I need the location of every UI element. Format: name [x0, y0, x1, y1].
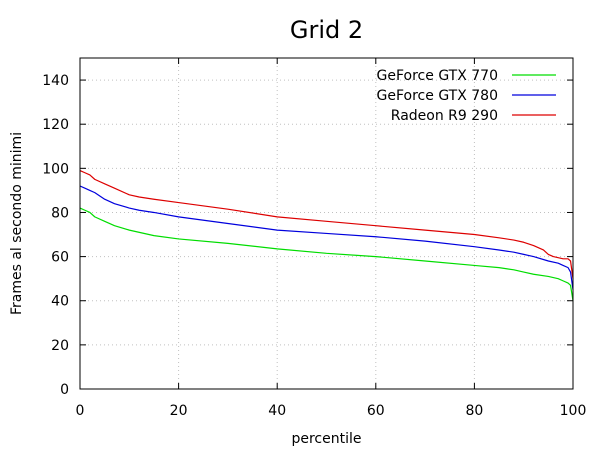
y-tick-label: 40 — [51, 294, 69, 310]
x-tick-label: 80 — [465, 403, 483, 419]
y-tick-label: 140 — [42, 73, 69, 89]
y-tick-label: 20 — [51, 338, 69, 354]
x-tick-label: 40 — [268, 403, 286, 419]
legend-label-0: GeForce GTX 770 — [377, 68, 498, 84]
series-group — [79, 169, 574, 301]
x-axis-title: percentile — [291, 431, 361, 447]
y-tick-label: 80 — [51, 205, 69, 221]
series-line-0 — [79, 207, 574, 301]
plot-frame — [79, 57, 574, 390]
legend-label-2: Radeon R9 290 — [391, 108, 498, 124]
series-line-2 — [79, 169, 574, 279]
y-tick-label: 0 — [60, 382, 69, 398]
y-axis-title: Frames al secondo minimi — [9, 132, 25, 315]
y-tick-label: 120 — [42, 117, 69, 133]
x-tick-label: 100 — [560, 403, 587, 419]
y-tick-label: 60 — [51, 250, 69, 266]
legend-label-1: GeForce GTX 780 — [377, 88, 498, 104]
chart-title: Grid 2 — [290, 16, 363, 44]
axis-ticks: 0 20 40 60 80 100 0 20 40 60 80 100 120 140 — [42, 58, 586, 419]
x-tick-label: 20 — [170, 403, 188, 419]
legend: GeForce GTX 770 GeForce GTX 780 Radeon R9 … — [377, 68, 556, 124]
series-line-1 — [79, 185, 574, 290]
x-tick-label: 60 — [367, 403, 385, 419]
x-tick-label: 0 — [76, 403, 85, 419]
grid — [80, 58, 573, 389]
y-tick-label: 100 — [42, 161, 69, 177]
